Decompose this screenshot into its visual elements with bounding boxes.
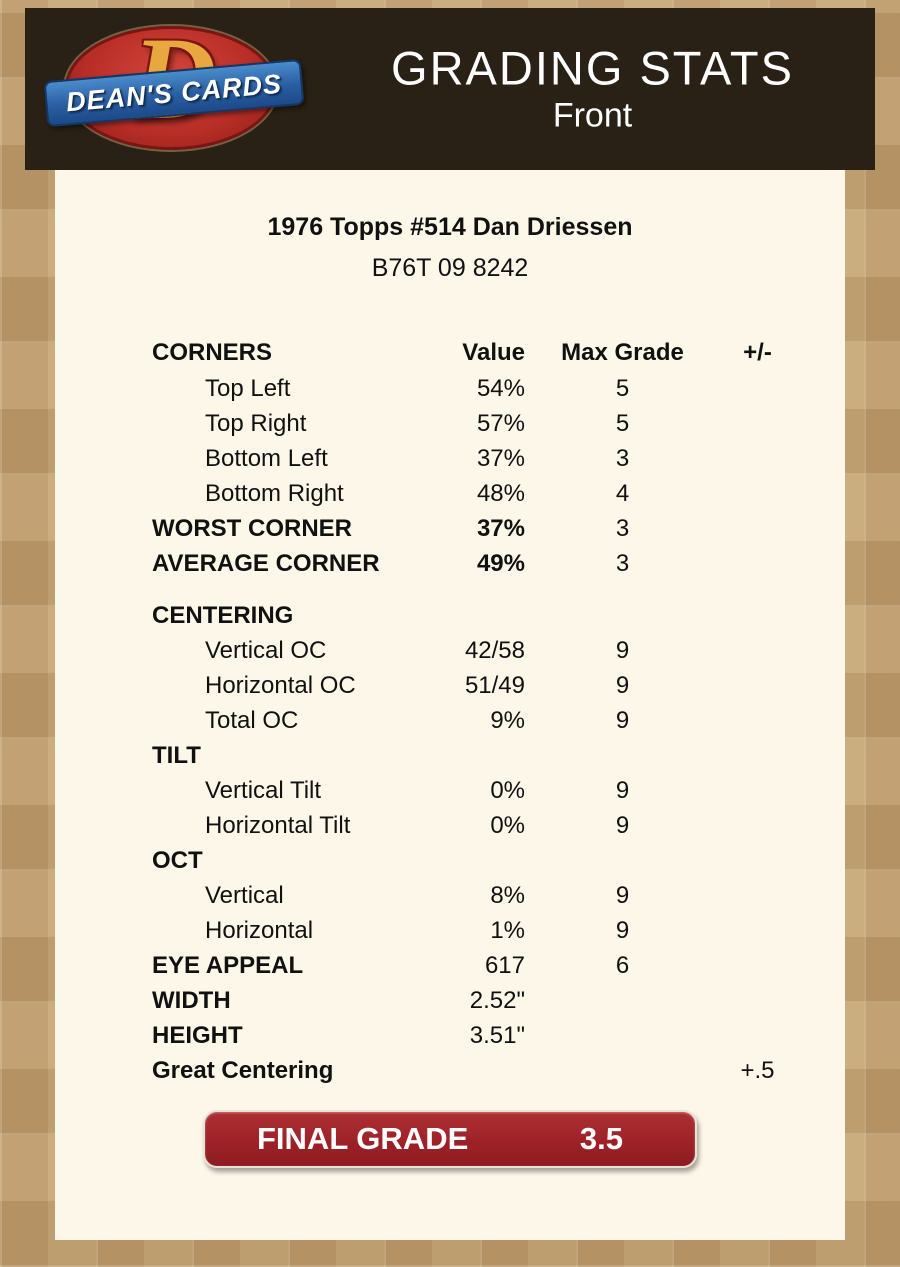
row-max-grade: 9 bbox=[615, 706, 630, 734]
row-value: 42/58 bbox=[464, 636, 525, 664]
table-row: OCT bbox=[152, 843, 797, 878]
row-value: 57% bbox=[476, 409, 525, 437]
row-value: 3.51" bbox=[469, 1021, 525, 1049]
deans-cards-logo: D DEAN'S CARDS bbox=[43, 13, 305, 160]
table-row: Total OC 9% 9 bbox=[152, 703, 797, 738]
row-label: Horizontal OC bbox=[205, 671, 356, 699]
table-row: WORST CORNER 37% 3 bbox=[152, 511, 797, 546]
row-max-grade: 9 bbox=[615, 881, 630, 909]
table-row: Great Centering +.5 bbox=[152, 1053, 797, 1088]
row-label: OCT bbox=[152, 846, 203, 874]
row-label: Bottom Left bbox=[205, 444, 328, 472]
row-value: 37% bbox=[476, 444, 525, 472]
row-label: Horizontal Tilt bbox=[205, 811, 351, 839]
table-row: Horizontal OC 51/49 9 bbox=[152, 668, 797, 703]
table-row: TILT bbox=[152, 738, 797, 773]
final-grade-value: 3.5 bbox=[579, 1121, 623, 1156]
row-max-grade: 5 bbox=[615, 409, 630, 437]
final-grade-label: FINAL GRADE bbox=[257, 1121, 469, 1156]
row-label: Vertical bbox=[205, 881, 284, 909]
row-label: Total OC bbox=[205, 706, 299, 734]
table-row: Horizontal 1% 9 bbox=[152, 913, 797, 948]
row-value: 37% bbox=[476, 514, 525, 542]
row-label: Top Right bbox=[205, 409, 307, 437]
row-label: Top Left bbox=[205, 374, 291, 402]
card-title: 1976 Topps #514 Dan Driessen bbox=[267, 213, 633, 241]
row-value: 54% bbox=[476, 374, 525, 402]
row-max-grade: 4 bbox=[615, 479, 630, 507]
table-header-row: CORNERS Value Max Grade +/- bbox=[152, 335, 797, 370]
row-max-grade: 9 bbox=[615, 916, 630, 944]
table-row: EYE APPEAL 617 6 bbox=[152, 948, 797, 983]
row-max-grade: 3 bbox=[615, 514, 630, 542]
table-row: Bottom Left 37% 3 bbox=[152, 441, 797, 476]
row-label: Bottom Right bbox=[205, 479, 344, 507]
row-max-grade: 5 bbox=[615, 374, 630, 402]
row-label: Great Centering bbox=[152, 1056, 334, 1084]
row-value: 2.52" bbox=[469, 986, 525, 1014]
row-max-grade: 9 bbox=[615, 811, 630, 839]
row-label: EYE APPEAL bbox=[152, 951, 304, 979]
column-header-corners: CORNERS bbox=[152, 338, 273, 366]
stats-panel: 1976 Topps #514 Dan Driessen B76T 09 824… bbox=[55, 170, 845, 1240]
row-max-grade: 3 bbox=[615, 444, 630, 472]
row-value: 617 bbox=[484, 951, 525, 979]
table-row: Top Left 54% 5 bbox=[152, 371, 797, 406]
table-row: Bottom Right 48% 4 bbox=[152, 476, 797, 511]
row-label: HEIGHT bbox=[152, 1021, 243, 1049]
row-label: CENTERING bbox=[152, 601, 294, 629]
row-value: 51/49 bbox=[464, 671, 525, 699]
row-max-grade: 9 bbox=[615, 671, 630, 699]
column-header-plus-minus: +/- bbox=[743, 338, 772, 366]
row-label: WIDTH bbox=[152, 986, 231, 1014]
table-row: Top Right 57% 5 bbox=[152, 406, 797, 441]
final-grade-badge: FINAL GRADE 3.5 bbox=[203, 1110, 697, 1168]
row-max-grade: 6 bbox=[615, 951, 630, 979]
table-row: Vertical 8% 9 bbox=[152, 878, 797, 913]
table-row: CENTERING bbox=[152, 598, 797, 633]
table-row: HEIGHT 3.51" bbox=[152, 1018, 797, 1053]
row-value: 1% bbox=[490, 916, 525, 944]
stats-table: CORNERS Value Max Grade +/- Top Left 54% 5… bbox=[152, 335, 797, 1088]
row-value: 49% bbox=[476, 549, 525, 577]
row-label: TILT bbox=[152, 741, 201, 769]
column-header-value: Value bbox=[462, 338, 525, 366]
header-title-block: GRADING STATS Front bbox=[325, 42, 860, 137]
row-label: AVERAGE CORNER bbox=[152, 549, 380, 577]
row-value: 0% bbox=[490, 776, 525, 804]
row-max-grade: 9 bbox=[615, 776, 630, 804]
row-value: 8% bbox=[490, 881, 525, 909]
row-value: 0% bbox=[490, 811, 525, 839]
table-row: WIDTH 2.52" bbox=[152, 983, 797, 1018]
header-bar: D DEAN'S CARDS GRADING STATS Front bbox=[25, 8, 875, 170]
table-row: AVERAGE CORNER 49% 3 bbox=[152, 546, 797, 581]
page-title: GRADING STATS bbox=[391, 41, 794, 95]
table-row: Vertical OC 42/58 9 bbox=[152, 633, 797, 668]
table-row: Horizontal Tilt 0% 9 bbox=[152, 808, 797, 843]
row-max-grade: 9 bbox=[615, 636, 630, 664]
stats-rows: Top Left 54% 5 Top Right 57% 5 Bottom Left 37% 3… bbox=[152, 371, 797, 1088]
row-value: 9% bbox=[490, 706, 525, 734]
row-label: Vertical OC bbox=[205, 636, 327, 664]
row-label: Vertical Tilt bbox=[205, 776, 322, 804]
row-max-grade: 3 bbox=[615, 549, 630, 577]
row-label: WORST CORNER bbox=[152, 514, 352, 542]
row-value: 48% bbox=[476, 479, 525, 507]
page-subtitle: Front bbox=[552, 96, 633, 135]
card-code: B76T 09 8242 bbox=[371, 254, 529, 282]
row-label: Horizontal bbox=[205, 916, 314, 944]
table-row: Vertical Tilt 0% 9 bbox=[152, 773, 797, 808]
column-header-max-grade: Max Grade bbox=[561, 338, 684, 366]
row-plus-minus: +.5 bbox=[740, 1056, 775, 1084]
